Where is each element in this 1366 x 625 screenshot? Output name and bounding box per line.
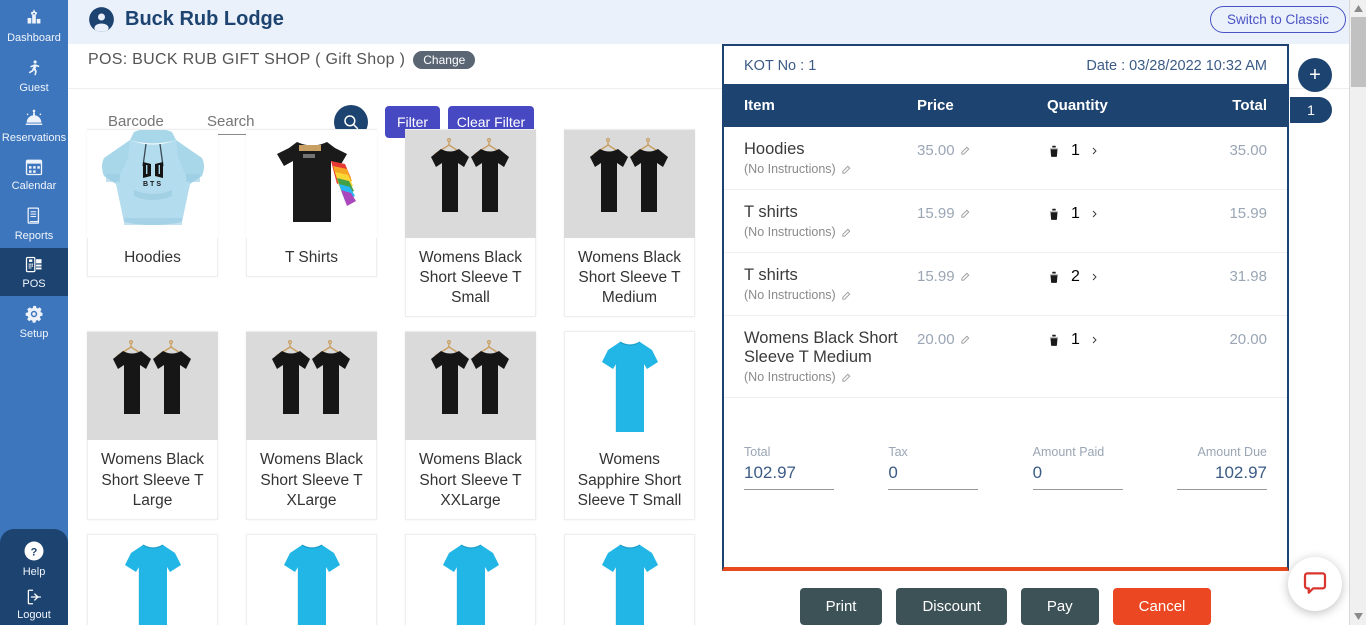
svg-text:BTS: BTS — [143, 181, 163, 188]
svg-text:?: ? — [31, 546, 38, 558]
